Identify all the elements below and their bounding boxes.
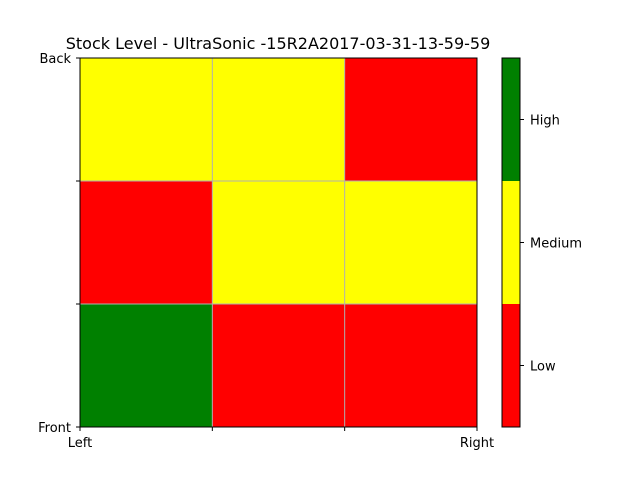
heatmap-cell-r1-c3: [344, 58, 477, 181]
heatmap-cell-r3-c1: [80, 304, 213, 427]
colorbar-label-medium: Medium: [530, 237, 582, 252]
heatmap-cell-r2-c3: [344, 181, 477, 304]
colorbar-segment-high: [502, 58, 520, 181]
colorbar-segment-low: [502, 304, 520, 427]
heatmap-cell-r2-c2: [212, 181, 345, 304]
colorbar: Low Medium High: [501, 57, 582, 428]
heatmap-cell-r3-c3: [344, 304, 477, 427]
colorbar-frame: [501, 57, 521, 428]
grid-lines: [80, 58, 477, 427]
colorbar-label-high: High: [530, 114, 560, 129]
heatmap-cell-r1-c1: [80, 58, 213, 181]
heatmap-cell-r3-c2: [212, 304, 345, 427]
x-axis: Left Right: [68, 427, 494, 451]
x-tick-label: Left: [68, 436, 92, 451]
y-tick-label: Front: [38, 421, 71, 436]
colorbar-segment-medium: [502, 181, 520, 304]
heatmap-cell-r1-c2: [212, 58, 345, 181]
heatmap-cells: [80, 58, 477, 427]
x-tick-label: Right: [460, 436, 494, 451]
heatmap-cell-r2-c1: [80, 181, 213, 304]
plot-frame: [79, 57, 478, 428]
colorbar-label-low: Low: [530, 360, 556, 375]
y-tick-label: Back: [39, 52, 71, 67]
chart-title: Stock Level - UltraSonic -15R2A2017-03-3…: [66, 34, 491, 53]
y-axis: Front Back: [38, 52, 80, 436]
